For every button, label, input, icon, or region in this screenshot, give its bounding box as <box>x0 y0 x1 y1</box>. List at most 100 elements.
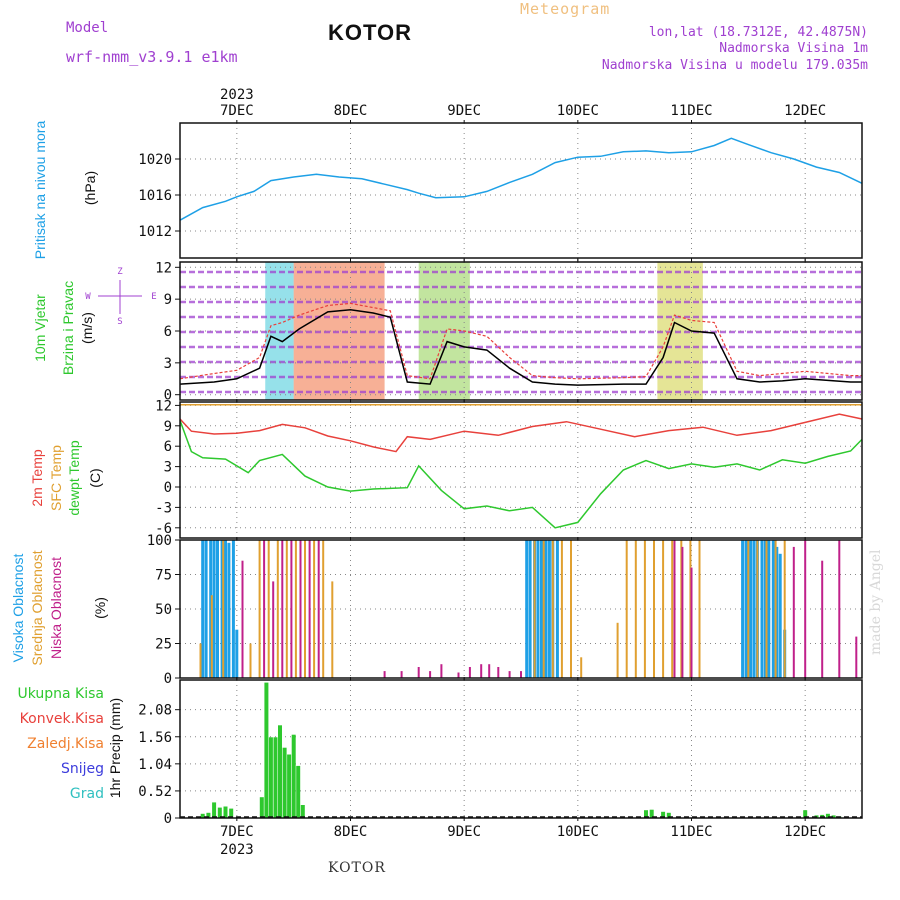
bar <box>457 672 460 678</box>
bar <box>217 807 222 818</box>
bar <box>616 622 619 678</box>
bar <box>792 546 795 678</box>
ytick-label: -6 <box>155 521 172 537</box>
legend-snow: Snijeg <box>60 761 104 777</box>
year-label-bottom: 2023 <box>220 842 254 858</box>
xtick-label-bottom: 10DEC <box>557 824 599 840</box>
xtick-label-top: 9DEC <box>447 103 481 119</box>
bar <box>625 540 628 678</box>
bar <box>855 636 858 678</box>
legend-frozen-rain: Zaledj.Kisa <box>27 736 104 752</box>
bar <box>570 540 572 678</box>
compass-east: E <box>151 292 156 302</box>
compass-south: S <box>117 317 122 327</box>
bar <box>400 671 403 678</box>
compass-north: Z <box>117 267 123 277</box>
bar <box>555 540 559 678</box>
ytick-label: 6 <box>164 439 172 455</box>
bar <box>224 540 227 678</box>
bar <box>263 540 266 678</box>
xtick-label-top: 8DEC <box>334 103 368 119</box>
bar <box>229 808 234 818</box>
ytick-label: 25 <box>155 637 172 653</box>
bar <box>290 540 293 678</box>
ytick-label: 1016 <box>138 188 172 204</box>
bar <box>249 643 252 678</box>
lonlat-text: lon,lat (18.7312E, 42.4875N) <box>648 25 868 40</box>
bar <box>480 664 483 678</box>
series-line-2m Temp <box>179 413 863 453</box>
ytick-label: 0 <box>164 480 172 496</box>
bar <box>212 802 217 818</box>
ytick-label: 6 <box>164 324 172 340</box>
bar <box>417 667 420 678</box>
bar <box>551 540 554 678</box>
bar <box>294 540 297 678</box>
bar <box>689 540 692 678</box>
bar <box>278 725 282 818</box>
panel-temperature-bg <box>180 402 862 538</box>
bar <box>287 754 292 818</box>
bar <box>296 765 301 818</box>
bar <box>752 540 756 678</box>
xtick-label-bottom: 8DEC <box>334 824 368 840</box>
bar <box>774 540 777 678</box>
altitude-text: Nadmorska Visina 1m <box>719 41 868 56</box>
ytick-label: 0.52 <box>138 784 172 800</box>
year-label-top: 2023 <box>220 87 254 103</box>
bar <box>831 815 836 818</box>
ytick-label: 9 <box>164 292 172 308</box>
bar <box>763 540 767 678</box>
model-name: wrf-nmm_v3.9.1 e1km <box>66 48 238 66</box>
bar <box>760 540 764 678</box>
bar <box>222 540 225 678</box>
bar <box>771 540 775 678</box>
bar <box>542 540 545 678</box>
bar <box>765 540 768 678</box>
ytick-label: 0 <box>164 811 172 827</box>
bar <box>220 540 224 678</box>
bar <box>747 540 750 678</box>
bar <box>756 540 759 678</box>
bar <box>803 810 808 818</box>
bar <box>497 667 500 678</box>
bar <box>313 540 316 678</box>
bar <box>644 810 648 818</box>
bar <box>468 667 471 678</box>
bar <box>643 540 646 678</box>
page-title: KOTOR <box>328 20 413 45</box>
bar <box>560 540 563 678</box>
bar <box>634 540 637 678</box>
model-label: Model <box>66 20 109 36</box>
bar <box>528 540 532 678</box>
bar <box>267 540 270 678</box>
bar <box>488 664 491 678</box>
bar <box>231 540 235 678</box>
ytick-label: 1012 <box>138 224 172 240</box>
bar <box>383 671 386 678</box>
bar <box>681 546 684 678</box>
bar <box>227 542 231 678</box>
ytick-label: 9 <box>164 419 172 435</box>
bar <box>741 540 745 678</box>
panel-wind-frame <box>179 261 863 401</box>
bar <box>204 540 208 678</box>
bar <box>536 540 540 678</box>
bar <box>201 540 205 678</box>
bar <box>547 540 551 678</box>
bar <box>671 540 674 678</box>
bar <box>223 806 228 818</box>
bar <box>653 540 655 678</box>
bar <box>767 540 771 678</box>
ytick-label: 100 <box>147 533 172 549</box>
bar <box>259 797 264 818</box>
bar <box>272 581 275 678</box>
ytick-label: 1.56 <box>138 730 172 746</box>
bar <box>520 671 522 678</box>
bar <box>673 540 676 678</box>
ytick-label: 1.04 <box>138 757 172 773</box>
bar <box>212 540 216 678</box>
ytick-label: 0 <box>164 388 172 404</box>
